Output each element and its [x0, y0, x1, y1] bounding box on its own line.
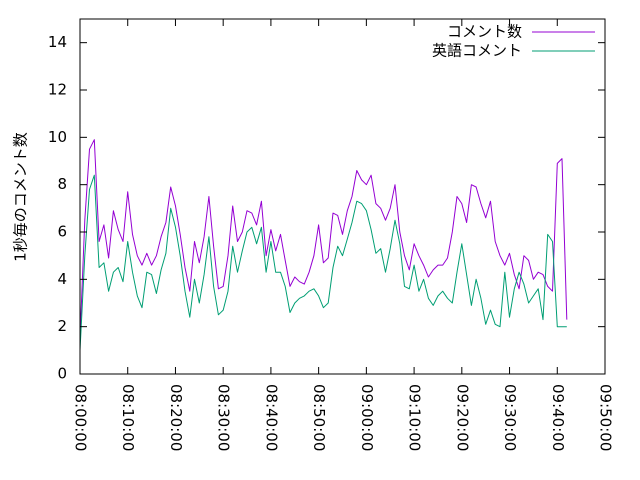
x-tick-label: 09:00:00 [358, 384, 376, 451]
y-tick-label: 12 [48, 81, 67, 99]
legend-item: コメント数 [447, 23, 595, 41]
y-tick-label: 2 [57, 317, 67, 335]
x-tick-label: 09:10:00 [406, 384, 424, 451]
x-tick-label: 08:10:00 [119, 384, 137, 451]
x-axis: 08:00:00 08:10:00 08:20:00 08:30:00 08:40:00… [72, 19, 615, 451]
legend: コメント数 英語コメント [432, 23, 595, 60]
y-tick-label: 8 [57, 175, 67, 193]
series-line-1 [79, 174, 567, 351]
x-tick-label: 09:50:00 [597, 384, 615, 451]
x-tick-label: 08:30:00 [215, 384, 233, 451]
x-tick-label: 09:20:00 [453, 384, 471, 451]
legend-label: コメント数 [447, 23, 522, 41]
y-tick-label: 10 [48, 128, 67, 146]
x-tick-label: 08:50:00 [310, 384, 328, 451]
x-tick-label: 08:20:00 [167, 384, 185, 451]
x-tick-label: 09:30:00 [501, 384, 519, 451]
x-tick-label: 09:40:00 [549, 384, 567, 451]
y-tick-label: 6 [57, 223, 67, 241]
series-layer [79, 139, 568, 351]
series-line-0 [79, 139, 568, 339]
legend-label: 英語コメント [432, 42, 522, 60]
legend-item: 英語コメント [432, 42, 595, 60]
y-axis-label: 1秒毎のコメント数 [12, 132, 30, 262]
plot-frame [79, 18, 606, 375]
x-tick-label: 08:00:00 [72, 384, 90, 451]
y-tick-label: 14 [48, 33, 67, 51]
y-tick-label: 0 [57, 365, 67, 383]
x-tick-label: 08:40:00 [262, 384, 280, 451]
y-axis: 0 2 4 6 8 10 12 14 [48, 33, 605, 383]
y-tick-label: 4 [57, 270, 67, 288]
